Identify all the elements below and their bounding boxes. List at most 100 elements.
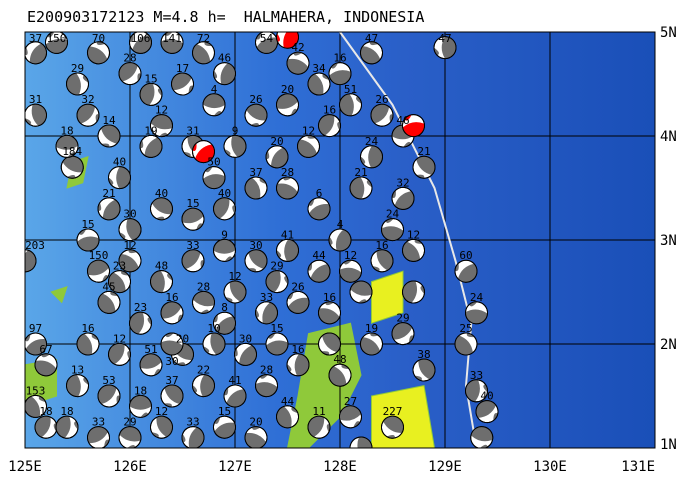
event-label: 40 [155, 187, 168, 200]
event-label: 28 [123, 52, 136, 65]
x-tick-label: 125E [8, 459, 42, 475]
focal-mechanism [307, 72, 331, 96]
focal-mechanism [87, 426, 110, 448]
focal-mechanism [97, 124, 121, 148]
focal-mechanism [223, 134, 247, 158]
land-area [371, 270, 404, 324]
focal-mechanism [139, 82, 163, 106]
event-label: 54 [260, 32, 274, 45]
event-label: 26 [291, 280, 304, 293]
map-title: E200903172123 M=4.8 h= HALMAHERA, INDONE… [27, 8, 425, 26]
event-label: 33 [260, 291, 273, 304]
event-label: 38 [417, 348, 430, 361]
event-label: 20 [281, 83, 294, 96]
focal-mechanism [349, 176, 373, 200]
focal-mechanism [475, 400, 499, 424]
focal-mechanism [465, 301, 488, 325]
focal-mechanism [129, 311, 152, 335]
event-label: 31 [29, 93, 42, 106]
focal-mechanism [328, 363, 352, 387]
focal-mechanism [34, 353, 58, 377]
focal-mechanism [25, 332, 47, 356]
event-label: 33 [186, 239, 199, 252]
focal-mechanism [381, 415, 404, 439]
focal-mechanism [339, 259, 362, 283]
event-label: 24 [470, 291, 484, 304]
event-label: 60 [459, 249, 472, 262]
focal-mechanism [276, 93, 299, 117]
event-label: 47 [365, 32, 378, 45]
event-label: 4 [211, 83, 218, 96]
land-area [371, 385, 436, 448]
event-label: 12 [407, 228, 420, 241]
focal-mechanism [307, 415, 331, 439]
focal-mechanism [150, 270, 173, 294]
focal-mechanism [265, 270, 289, 294]
event-label: 30 [249, 239, 262, 252]
focal-mechanism [108, 342, 131, 366]
event-label: 10 [207, 322, 220, 335]
event-label: 40 [218, 187, 231, 200]
focal-mechanism [276, 238, 299, 262]
focal-mechanism [244, 426, 268, 448]
focal-mechanism [370, 249, 394, 273]
focal-mechanism [181, 426, 205, 448]
focal-mechanism [370, 103, 394, 127]
event-label: 97 [29, 322, 42, 335]
focal-mechanism [244, 176, 268, 200]
focal-mechanism [118, 249, 142, 273]
event-label: 21 [417, 145, 430, 158]
event-label: 24 [365, 135, 379, 148]
event-label: 48 [155, 260, 168, 273]
focal-mechanism [87, 259, 110, 283]
event-label: 33 [470, 369, 483, 382]
event-label: 34 [312, 62, 326, 75]
focal-mechanism [55, 134, 79, 158]
focal-mechanism [108, 166, 131, 190]
focal-mechanism [181, 207, 205, 231]
event-label: 9 [232, 124, 239, 137]
event-label: 18 [134, 384, 147, 397]
event-label: 18 [60, 124, 73, 137]
x-tick-label: 126E [113, 459, 147, 475]
focal-mechanism [234, 342, 257, 366]
event-label: 16 [323, 104, 336, 117]
event-label: 6 [316, 187, 323, 200]
event-label: 29 [270, 260, 283, 273]
event-label: 30 [239, 332, 252, 345]
focal-mechanism [360, 41, 383, 65]
x-tick-label: 130E [533, 459, 567, 475]
focal-mechanism [412, 358, 436, 382]
focal-mechanism [360, 332, 383, 356]
focal-mechanism [139, 353, 163, 377]
event-label: 227 [383, 405, 403, 418]
focal-mechanism [297, 134, 320, 158]
event-label: 12 [228, 270, 241, 283]
focal-mechanism [255, 32, 278, 54]
focal-mechanism [213, 197, 236, 221]
event-label: 141 [162, 32, 182, 45]
event-label: 4 [337, 218, 344, 231]
event-label: 12 [344, 249, 357, 262]
event-label: 51 [144, 343, 157, 356]
trench-line [339, 31, 478, 449]
focal-mechanism [454, 332, 478, 356]
event-label: 12 [302, 124, 315, 137]
event-label: 20 [270, 135, 283, 148]
focal-mechanism [276, 176, 299, 200]
focal-mechanism [412, 155, 436, 179]
focal-mechanism [55, 415, 79, 439]
focal-mechanism [25, 394, 47, 418]
event-label: 15 [186, 197, 199, 210]
event-label: 42 [291, 41, 304, 54]
x-tick-label: 127E [218, 459, 252, 475]
focal-mechanism [150, 197, 173, 221]
y-tick-label: 5N [660, 25, 677, 41]
focal-mechanism [465, 379, 488, 403]
focal-mechanism [391, 322, 415, 346]
event-label: 23 [113, 260, 126, 273]
focal-mechanism [150, 415, 173, 439]
focal-mechanism [76, 103, 100, 127]
focal-mechanism [328, 62, 352, 86]
focal-mechanism [286, 353, 310, 377]
